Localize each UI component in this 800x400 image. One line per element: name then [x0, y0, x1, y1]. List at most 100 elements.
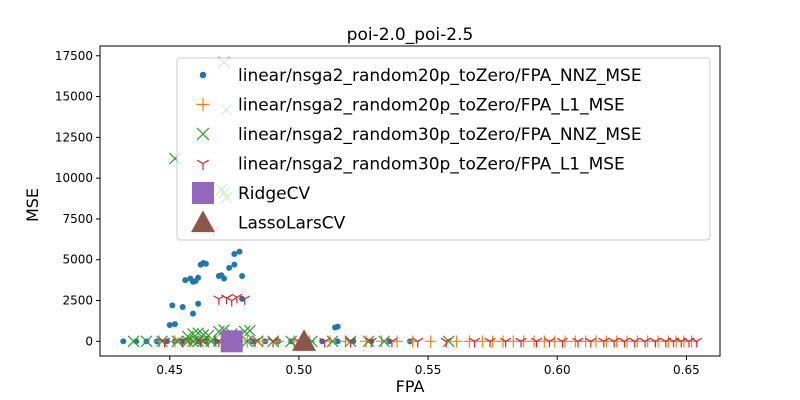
data-point [166, 322, 173, 328]
x-axis-label: FPA [396, 377, 425, 396]
data-point [120, 338, 127, 345]
data-point [469, 337, 481, 348]
x-tick-label: 0.45 [156, 363, 183, 377]
y-tick-label: 12500 [55, 130, 93, 144]
x-axis: 0.45 0.50 0.55 0.60 0.65 [156, 356, 700, 377]
legend-label: RidgeCV [238, 184, 310, 204]
data-point [334, 338, 341, 345]
data-point [497, 335, 509, 348]
data-point [319, 337, 331, 348]
data-point [226, 297, 238, 307]
legend-marker [196, 127, 210, 141]
data-point [507, 335, 520, 348]
data-point [610, 335, 623, 348]
data-point [195, 300, 202, 307]
data-point [179, 304, 186, 311]
data-point [515, 337, 527, 348]
legend-marker [196, 97, 210, 112]
data-point [159, 337, 171, 348]
legend-marker [192, 182, 214, 204]
data-point [639, 337, 651, 348]
data-point [332, 324, 339, 331]
y-tick-label: 15000 [55, 90, 93, 104]
data-point [239, 273, 246, 280]
data-point [236, 248, 243, 255]
data-point [267, 337, 279, 348]
data-point [140, 335, 153, 348]
data-point [127, 335, 140, 348]
legend-label: linear/nsga2_random20p_toZero/FPA_NNZ_MS… [238, 66, 642, 86]
series-4 [220, 330, 243, 353]
legend-label: linear/nsga2_random30p_toZero/FPA_NNZ_MS… [238, 125, 642, 145]
data-point [585, 337, 597, 348]
data-point [365, 337, 377, 348]
legend-label: linear/nsga2_random20p_toZero/FPA_L1_MSE [238, 96, 625, 116]
data-point [182, 277, 189, 284]
y-tick-label: 2500 [62, 294, 93, 308]
data-point [608, 337, 620, 348]
legend-marker [191, 210, 215, 233]
data-point [378, 335, 391, 348]
data-point [559, 335, 571, 348]
data-point [177, 337, 189, 348]
data-point [641, 335, 654, 348]
x-tick-label: 0.55 [415, 363, 442, 377]
series-5 [292, 329, 317, 351]
legend-marker [199, 71, 207, 79]
data-point [528, 335, 540, 348]
data-point [442, 335, 455, 348]
data-point [168, 335, 181, 348]
data-point [572, 337, 584, 348]
data-point [292, 329, 317, 351]
x-tick-label: 0.65 [673, 363, 700, 377]
data-point [618, 337, 630, 348]
data-point [249, 337, 261, 348]
chart-title: poi-2.0_poi-2.5 [347, 25, 474, 45]
data-point [187, 328, 199, 340]
data-point [239, 295, 246, 302]
data-point [649, 337, 661, 348]
data-point [543, 337, 556, 348]
data-point [450, 335, 463, 348]
data-point [386, 337, 398, 348]
data-point [556, 337, 568, 348]
data-point [195, 337, 207, 348]
x-tick-label: 0.60 [544, 363, 571, 377]
data-point [652, 335, 664, 348]
data-point [171, 335, 184, 348]
data-point [345, 337, 357, 348]
data-point [164, 338, 171, 345]
data-point [181, 335, 194, 348]
legend-marker [196, 159, 210, 171]
data-point [569, 335, 582, 348]
data-point [195, 274, 202, 281]
data-point [375, 335, 388, 348]
y-tick-label: 0 [85, 334, 93, 348]
data-point [531, 337, 543, 348]
data-point [239, 295, 251, 305]
data-point [440, 337, 452, 348]
data-point [231, 261, 238, 268]
data-point [621, 335, 633, 348]
legend-frame [176, 57, 711, 241]
x-tick-label: 0.50 [286, 363, 313, 377]
data-point [256, 335, 269, 348]
data-point [221, 275, 227, 282]
data-point [171, 321, 178, 328]
data-point [500, 337, 512, 348]
data-point [326, 335, 339, 348]
data-point [691, 337, 703, 348]
y-tick-label: 10000 [55, 171, 93, 185]
data-point [319, 338, 326, 345]
data-point [241, 335, 254, 348]
data-point [226, 264, 233, 271]
legend-label: linear/nsga2_random30p_toZero/FPA_L1_MSE [238, 155, 625, 175]
data-point [517, 335, 530, 348]
data-point [220, 330, 243, 353]
data-point [243, 324, 256, 337]
data-point [484, 337, 496, 348]
data-point [486, 335, 499, 348]
data-point [386, 338, 393, 345]
data-point [190, 310, 196, 317]
